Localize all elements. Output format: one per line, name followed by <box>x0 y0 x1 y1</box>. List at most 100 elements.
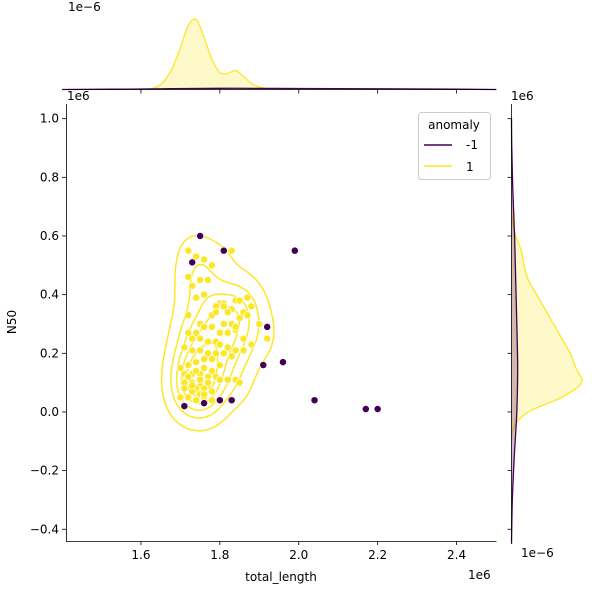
x-tick-label: 2.2 <box>368 548 387 562</box>
x-offset-label: 1e6 <box>468 568 491 582</box>
scatter-point-normal <box>215 361 224 369</box>
scatter-point-normal <box>192 293 201 302</box>
scatter-point-normal <box>208 366 216 375</box>
scatter-point-normal <box>184 273 193 281</box>
scatter-point-normal <box>196 346 205 355</box>
x-tick-label: 1.8 <box>210 548 229 562</box>
right-density-fill-1 <box>511 206 583 442</box>
scatter-point-anomaly <box>279 358 287 367</box>
scatter-point-normal <box>243 311 252 320</box>
scatter-point-normal <box>239 334 248 343</box>
scatter-point-normal <box>227 352 236 361</box>
scatter-point-anomaly <box>188 258 197 267</box>
top-marginal-ticks <box>140 89 457 94</box>
x-axis-label: total_length <box>245 570 317 584</box>
scatter-point-normal <box>219 349 228 358</box>
y-tick-label: 1.0 <box>40 112 59 126</box>
scatter-point-normal <box>192 396 201 405</box>
scatter-point-normal <box>184 372 193 381</box>
scatter-point-normal <box>184 311 193 320</box>
scatter-point-normal <box>176 393 185 402</box>
scatter-point-normal <box>196 276 205 284</box>
x-tick-label: 2.0 <box>289 548 308 562</box>
right-marginal-y-offset-label: 1e6 <box>511 89 534 103</box>
main-axes: 1.6 1.8 2.0 2.2 2.4 −0.4 −0.2 0.0 0.2 0.4 0.6 0.8 1… <box>5 89 497 584</box>
scatter-point-normal <box>176 364 185 372</box>
scatter-point-anomaly <box>290 246 299 255</box>
scatter-point-anomaly <box>196 232 205 240</box>
scatter-point-normal <box>208 387 216 396</box>
scatter-point-normal <box>204 337 212 346</box>
top-marginal-offset-label: 1e−6 <box>68 0 101 14</box>
scatter-point-normal <box>231 346 240 355</box>
scatter-point-anomaly <box>373 405 382 413</box>
scatter-point-anomaly <box>310 396 319 405</box>
y-tick-label: −0.4 <box>30 522 59 536</box>
scatter-point-normal <box>239 346 248 355</box>
scatter-point-normal <box>211 349 220 358</box>
right-density-line-1 <box>510 206 583 442</box>
scatter-point-normal <box>188 381 197 390</box>
scatter-point-normal <box>200 255 209 264</box>
legend-label-one: 1 <box>466 160 474 174</box>
scatter-point-normal <box>200 355 209 364</box>
scatter-point-normal <box>247 302 256 311</box>
scatter-point-normal <box>200 390 209 399</box>
scatter-point-normal <box>188 281 197 290</box>
scatter-point-anomaly <box>180 402 189 411</box>
scatter-point-normal <box>215 375 224 384</box>
right-density-fill--1 <box>511 118 518 544</box>
y-tick-label: 0.6 <box>40 229 59 243</box>
scatter-point-normal <box>235 378 244 387</box>
right-marginal-ticks <box>507 118 512 530</box>
scatter-point-anomaly <box>263 322 272 331</box>
legend-frame <box>418 112 491 180</box>
top-density-fill-1 <box>140 18 291 90</box>
right-density-line--1 <box>510 118 519 544</box>
top-marginal-axes: 1e−6 <box>62 0 497 94</box>
scatter-point-normal <box>255 320 264 328</box>
scatter-point-anomaly <box>215 396 224 405</box>
y-tick-label: 0.4 <box>40 288 59 302</box>
scatter-point-normal <box>223 308 232 317</box>
scatter-point-normal <box>184 246 193 255</box>
scatter-point-normal <box>223 375 232 384</box>
scatter-point-normal <box>184 393 193 402</box>
x-axis-ticks: 1.6 1.8 2.0 2.2 2.4 <box>131 541 466 562</box>
y-tick-label: 0.8 <box>40 170 59 184</box>
legend-title: anomaly <box>428 118 480 132</box>
y-tick-label: 0.2 <box>40 346 59 360</box>
y-tick-label: −0.2 <box>30 464 59 478</box>
scatter-point-anomaly <box>219 246 228 255</box>
legend-label-minus-one: -1 <box>466 138 478 152</box>
scatter-point-normal <box>192 328 201 337</box>
scatter-point-normal <box>208 261 216 270</box>
scatter-point-normal <box>192 358 201 367</box>
scatter-point-anomaly <box>227 396 236 405</box>
scatter-point-normal <box>263 334 272 343</box>
scatter-point-anomaly <box>200 399 209 408</box>
scatter-point-normal <box>184 361 193 369</box>
scatter-point-normal <box>192 366 201 375</box>
scatter-point-normal <box>204 276 212 284</box>
scatter-point-normal <box>204 349 212 358</box>
legend: anomaly -1 1 <box>418 112 491 180</box>
scatter-point-anomaly <box>259 361 268 369</box>
scatter-point-normal <box>180 343 189 352</box>
scatter-point-normal <box>211 308 220 317</box>
top-marginal-density <box>62 18 497 91</box>
scatter-point-normal <box>200 364 209 372</box>
y-axis-ticks: −0.4 −0.2 0.0 0.2 0.4 0.6 0.8 1.0 <box>30 112 66 536</box>
scatter-point-normal <box>200 290 209 299</box>
scatter-point-normal <box>235 296 244 305</box>
y-axis-label: N50 <box>5 310 19 334</box>
scatter-point-normal <box>231 322 240 331</box>
y-tick-label: 0.0 <box>40 405 59 419</box>
scatter-point-normal <box>243 293 252 302</box>
x-tick-label: 2.4 <box>447 548 466 562</box>
scatter-point-normal <box>188 334 197 343</box>
scatter-point-normal <box>196 334 205 343</box>
scatter-point-normal <box>247 340 256 349</box>
scatter-point-normal <box>196 375 205 384</box>
